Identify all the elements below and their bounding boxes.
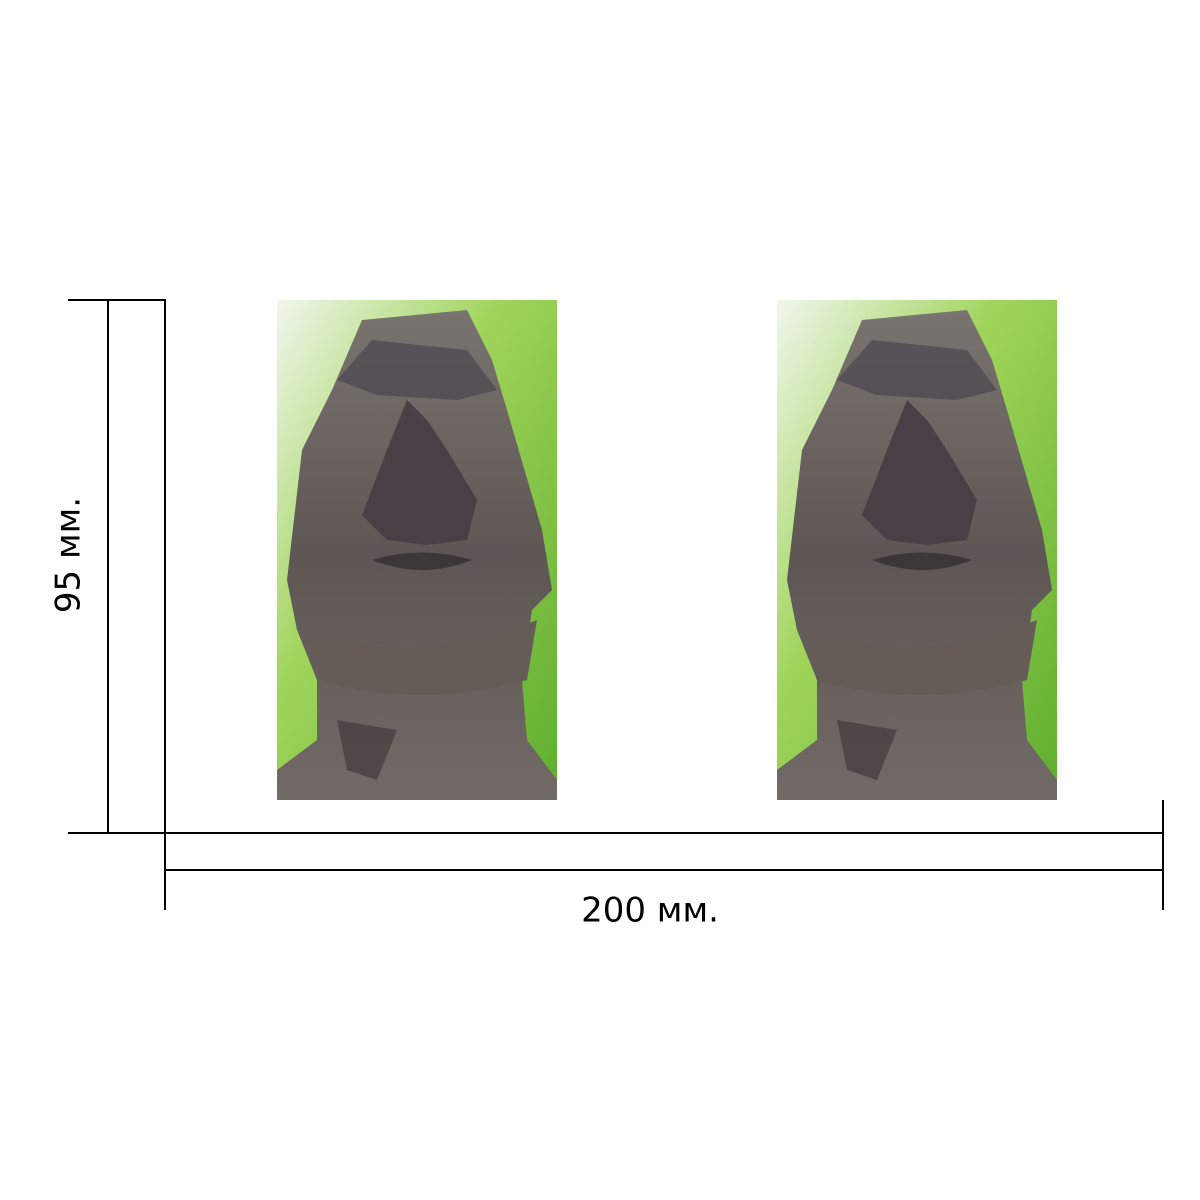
- product-photo: [277, 300, 557, 800]
- height-dimension: 95 мм.: [49, 299, 166, 834]
- width-label: 200 мм.: [581, 891, 719, 931]
- product-photo: [777, 300, 1057, 800]
- height-label: 95 мм.: [49, 497, 89, 613]
- width-dimension: 200 мм.: [164, 800, 1164, 931]
